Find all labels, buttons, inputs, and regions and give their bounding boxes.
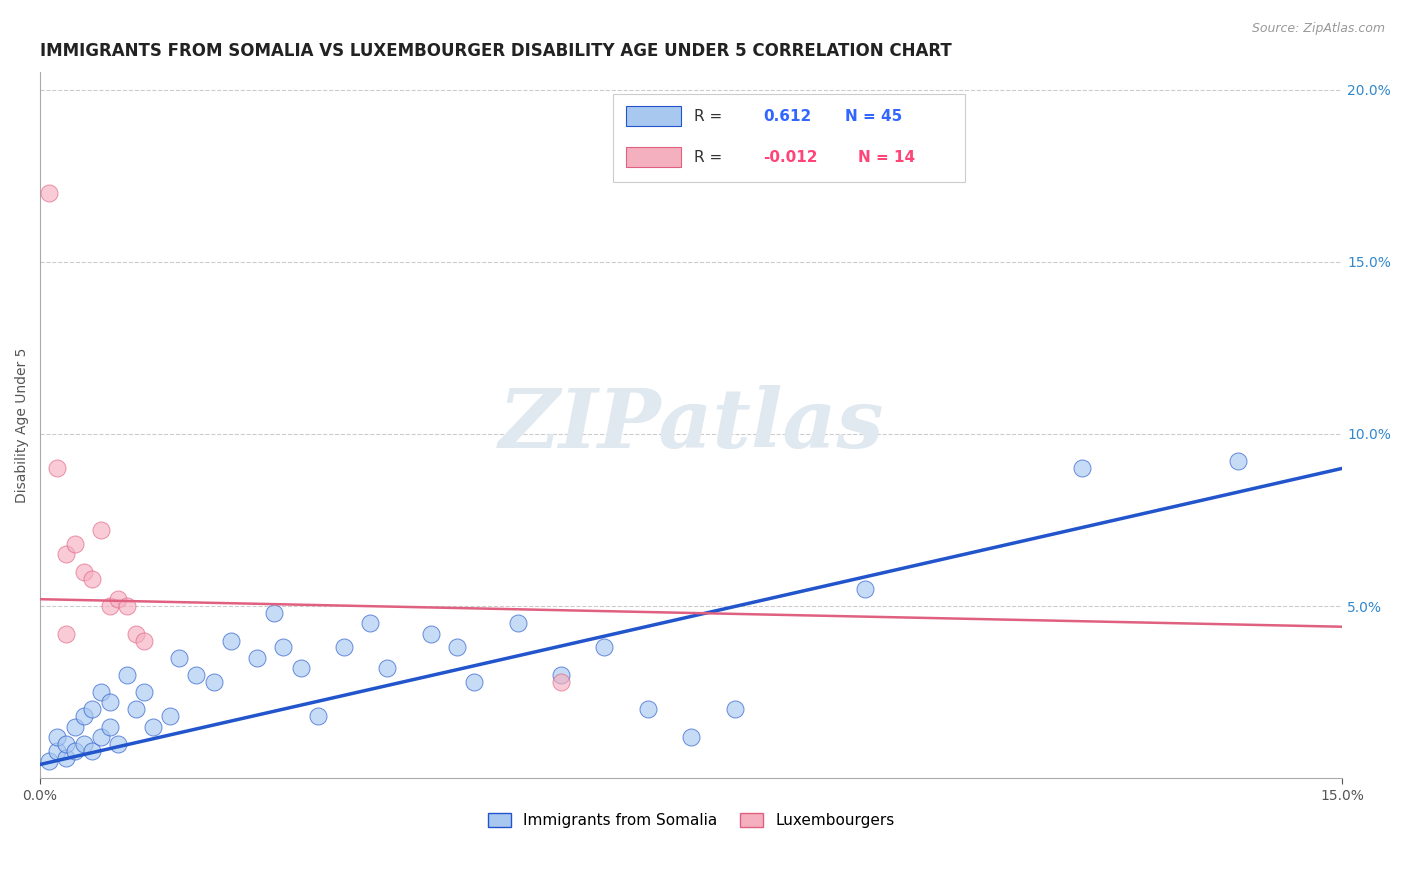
Point bbox=[142, 720, 165, 734]
Point bbox=[681, 730, 703, 744]
Point bbox=[723, 702, 745, 716]
FancyBboxPatch shape bbox=[613, 94, 965, 182]
Point bbox=[853, 582, 876, 596]
Legend: Immigrants from Somalia, Luxembourgers: Immigrants from Somalia, Luxembourgers bbox=[482, 807, 901, 834]
Text: 0.612: 0.612 bbox=[763, 109, 811, 124]
Point bbox=[263, 606, 285, 620]
Point bbox=[38, 186, 60, 200]
Text: R =: R = bbox=[693, 109, 727, 124]
Point bbox=[98, 720, 121, 734]
Point bbox=[98, 599, 121, 613]
Point bbox=[115, 599, 138, 613]
Point bbox=[219, 633, 242, 648]
Text: N = 45: N = 45 bbox=[845, 109, 903, 124]
Point bbox=[375, 661, 398, 675]
Point bbox=[134, 685, 156, 699]
Point bbox=[637, 702, 659, 716]
Point bbox=[107, 592, 129, 607]
Point bbox=[107, 737, 129, 751]
Point bbox=[124, 626, 146, 640]
Point bbox=[90, 685, 112, 699]
Bar bbox=[626, 106, 681, 126]
Point bbox=[290, 661, 312, 675]
Point bbox=[1227, 454, 1250, 468]
Point bbox=[359, 616, 381, 631]
Point bbox=[72, 737, 94, 751]
Point bbox=[246, 650, 269, 665]
Point bbox=[202, 674, 225, 689]
Point bbox=[46, 730, 69, 744]
Point bbox=[271, 640, 294, 655]
Point bbox=[38, 754, 60, 768]
Text: R =: R = bbox=[693, 150, 727, 165]
Point bbox=[82, 702, 104, 716]
Point bbox=[419, 626, 441, 640]
Point bbox=[186, 668, 208, 682]
Point bbox=[90, 730, 112, 744]
Point bbox=[159, 709, 181, 723]
Point bbox=[550, 674, 572, 689]
Point bbox=[134, 633, 156, 648]
Bar bbox=[626, 147, 681, 167]
Text: ZIPatlas: ZIPatlas bbox=[499, 385, 884, 466]
Point bbox=[55, 737, 77, 751]
Text: IMMIGRANTS FROM SOMALIA VS LUXEMBOURGER DISABILITY AGE UNDER 5 CORRELATION CHART: IMMIGRANTS FROM SOMALIA VS LUXEMBOURGER … bbox=[41, 42, 952, 60]
Point bbox=[124, 702, 146, 716]
Point bbox=[167, 650, 190, 665]
Point bbox=[463, 674, 485, 689]
Point bbox=[1070, 461, 1092, 475]
Y-axis label: Disability Age Under 5: Disability Age Under 5 bbox=[15, 348, 30, 503]
Point bbox=[72, 565, 94, 579]
Point bbox=[82, 744, 104, 758]
Point bbox=[98, 696, 121, 710]
Text: Source: ZipAtlas.com: Source: ZipAtlas.com bbox=[1251, 22, 1385, 36]
Point bbox=[333, 640, 356, 655]
Point bbox=[63, 720, 86, 734]
Point bbox=[55, 626, 77, 640]
Text: -0.012: -0.012 bbox=[763, 150, 817, 165]
Point bbox=[593, 640, 616, 655]
Point bbox=[63, 744, 86, 758]
Text: N = 14: N = 14 bbox=[858, 150, 915, 165]
Point bbox=[115, 668, 138, 682]
Point bbox=[446, 640, 468, 655]
Point bbox=[46, 461, 69, 475]
Point bbox=[63, 537, 86, 551]
Point bbox=[307, 709, 329, 723]
Point bbox=[82, 572, 104, 586]
Point bbox=[550, 668, 572, 682]
Point bbox=[90, 524, 112, 538]
Point bbox=[55, 548, 77, 562]
Point bbox=[72, 709, 94, 723]
Point bbox=[55, 750, 77, 764]
Point bbox=[46, 744, 69, 758]
Point bbox=[506, 616, 529, 631]
